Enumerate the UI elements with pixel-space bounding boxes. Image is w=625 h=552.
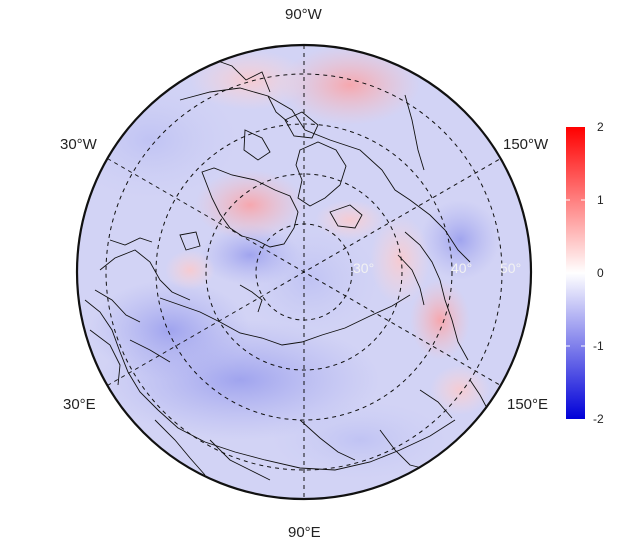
colorbar-label-1: 1 (597, 193, 604, 207)
colorbar-label-2: 2 (597, 120, 604, 134)
country-borders (84, 299, 456, 471)
positive-anomaly-region (430, 365, 490, 415)
meridian-label-30w: 30°W (60, 136, 97, 153)
positive-anomaly-region (195, 170, 305, 240)
greenland-coastline (201, 167, 299, 248)
positive-anomaly-region (315, 200, 385, 240)
meridian-label-90e: 90°E (288, 524, 321, 541)
north-america-coastline (179, 87, 471, 263)
meridian-label-150e: 150°E (507, 396, 549, 413)
canadian-archipelago (295, 141, 347, 207)
colorbar (566, 127, 585, 419)
meridian-30e-150w (107, 158, 501, 386)
positive-anomaly-region (165, 250, 215, 290)
map-frame (75, 43, 533, 501)
latitude-label-30: 30° (353, 260, 375, 276)
meridian-label-90w: 90°W (285, 6, 322, 23)
positive-anomaly-region (370, 215, 430, 305)
negative-anomaly-region (90, 280, 250, 380)
latitude-label-40: 40° (451, 260, 473, 276)
negative-anomaly-region (420, 200, 500, 280)
negative-anomaly-region (270, 400, 450, 480)
colorbar-label-0: 0 (597, 266, 604, 280)
meridian-label-30e: 30°E (63, 396, 96, 413)
positive-anomaly-region (410, 280, 470, 360)
colorbar-ticks (566, 199, 585, 347)
meridian-label-150w: 150°W (503, 136, 549, 153)
colorbar-label-neg2: -2 (593, 412, 604, 426)
coastlines (84, 59, 489, 481)
positive-anomaly-region (190, 50, 310, 110)
latitude-circle-30 (155, 123, 453, 421)
positive-anomaly-region (280, 45, 420, 125)
latitude-circle-40 (205, 173, 403, 371)
colorbar-label-neg1: -1 (593, 339, 604, 353)
negative-anomaly-region (200, 225, 300, 285)
latitude-label-50: 50° (500, 260, 522, 276)
eurasia-coastline (159, 294, 411, 346)
graticule (105, 45, 503, 499)
latitude-circle-outer (105, 73, 503, 471)
